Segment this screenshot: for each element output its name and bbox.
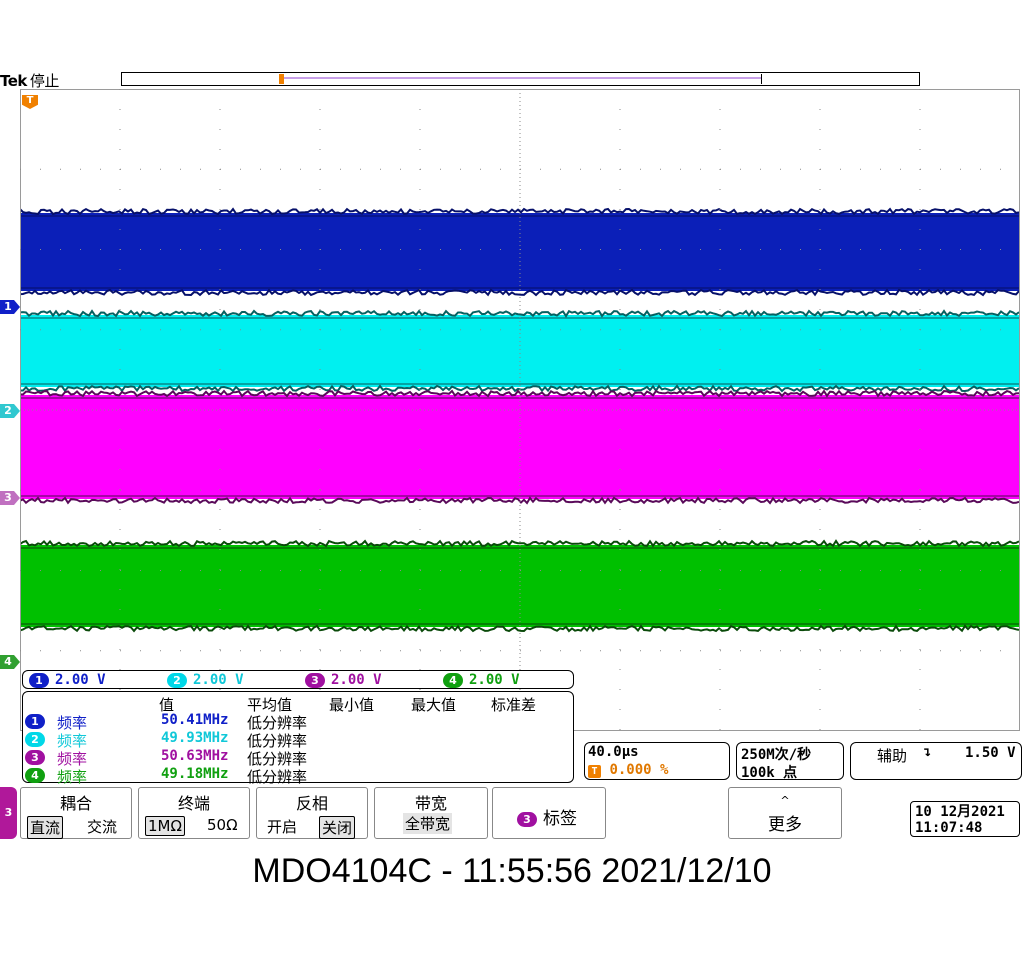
measurement-table[interactable]: 值 平均值 最小值 最大值 标准差 1 频率 50.41MHz 低分辨率 2 频… [22,691,574,783]
trigger-readout[interactable]: 辅助 ↴ 1.50 V [850,742,1022,780]
waveform-graticule [20,89,1020,731]
ch3-scale-readout[interactable]: 3 2.00 V [305,672,382,688]
ch3-badge: 3 [25,750,45,765]
measurement-value: 49.93MHz [161,730,228,746]
ch2-scale-readout[interactable]: 2 2.00 V [167,672,244,688]
date-time-display: 10 12月2021 11:07:48 [910,801,1020,837]
coupling-title: 耦合 [21,790,131,814]
ch3-scale: 2.00 V [331,672,382,688]
bandwidth-button[interactable]: 带宽 全带宽 [374,787,488,839]
measurement-row: 4 频率 49.18MHz 低分辨率 [25,766,565,784]
ch4-badge: 4 [25,768,45,783]
horizontal-scale-readout[interactable]: 40.0µs T 0.000 % [584,742,730,780]
acquisition-readout[interactable]: 250M次/秒 100k 点 [736,742,844,780]
termination-title: 终端 [139,790,249,814]
ch4-badge: 4 [443,673,463,688]
sample-rate: 250M次/秒 [741,744,811,764]
chevron-up-icon: ^ [729,794,841,807]
measurement-row: 2 频率 49.93MHz 低分辨率 [25,730,565,748]
ch3-waveform [20,391,1020,503]
record-view-window [282,74,762,84]
measurement-value: 50.63MHz [161,748,228,764]
trigger-position-percent: 0.000 % [609,762,668,778]
termination-50ohm-option[interactable]: 50Ω [205,816,240,834]
ch4-scale-readout[interactable]: 4 2.00 V [443,672,520,688]
record-length: 100k 点 [741,762,797,782]
date-value: 10 12月2021 [915,804,1015,820]
ch2-badge: 2 [167,673,187,688]
measurement-value: 50.41MHz [161,712,228,728]
coupling-ac-option[interactable]: 交流 [85,816,119,837]
falling-edge-icon: ↴ [923,744,931,760]
ch3-ground-marker[interactable]: 3 [0,491,20,505]
ch2-ground-marker[interactable]: 2 [0,404,20,418]
termination-1mohm-option[interactable]: 1MΩ [145,816,185,836]
ch1-badge: 1 [25,714,45,729]
vertical-scale-bar: 1 2.00 V 2 2.00 V 3 2.00 V 4 2.00 V [22,670,574,689]
record-trigger-marker [279,74,284,84]
brand-status: Tek 停止 [0,70,59,91]
ch3-badge: 3 [305,673,325,688]
termination-button[interactable]: 终端 1MΩ 50Ω [138,787,250,839]
brand-logo: Tek [0,72,27,90]
ch3-badge: 3 [517,812,537,827]
measurement-row: 3 频率 50.63MHz 低分辨率 [25,748,565,766]
invert-on-option[interactable]: 开启 [265,816,299,837]
invert-button[interactable]: 反相 开启 关闭 [256,787,368,839]
invert-title: 反相 [257,790,367,814]
bandwidth-title: 带宽 [375,790,487,814]
time-per-div: 40.0µs [588,744,639,760]
screenshot-caption: MDO4104C - 11:55:56 2021/12/10 [0,852,1024,891]
more-title: 更多 [729,810,841,835]
coupling-dc-option[interactable]: 直流 [27,816,63,839]
ch1-scale-readout[interactable]: 1 2.00 V [29,672,106,688]
measurement-value: 49.18MHz [161,766,228,782]
channel-menu-tab[interactable]: 3 [0,787,17,839]
ch2-badge: 2 [25,732,45,747]
measurement-note: 低分辨率 [247,766,307,787]
trigger-position-icon: T [588,765,601,778]
ch1-scale: 2.00 V [55,672,106,688]
trigger-level: 1.50 V [965,745,1016,761]
measurement-row: 1 频率 50.41MHz 低分辨率 [25,712,565,730]
measurement-label: 频率 [57,766,87,787]
more-button[interactable]: ^ 更多 [728,787,842,839]
time-value: 11:07:48 [915,820,1015,836]
bandwidth-value: 全带宽 [403,813,452,834]
ch2-waveform [20,311,1020,391]
coupling-button[interactable]: 耦合 直流 交流 [20,787,132,839]
ch4-scale: 2.00 V [469,672,520,688]
invert-off-option[interactable]: 关闭 [319,816,355,839]
ch4-ground-marker[interactable]: 4 [0,655,20,669]
label-button[interactable]: 3 标签 [492,787,606,839]
acquisition-status: 停止 [30,72,59,90]
ch2-scale: 2.00 V [193,672,244,688]
ch1-badge: 1 [29,673,49,688]
trigger-source: 辅助 [877,745,907,766]
label-title: 标签 [543,809,577,829]
ch1-ground-marker[interactable]: 1 [0,300,20,314]
